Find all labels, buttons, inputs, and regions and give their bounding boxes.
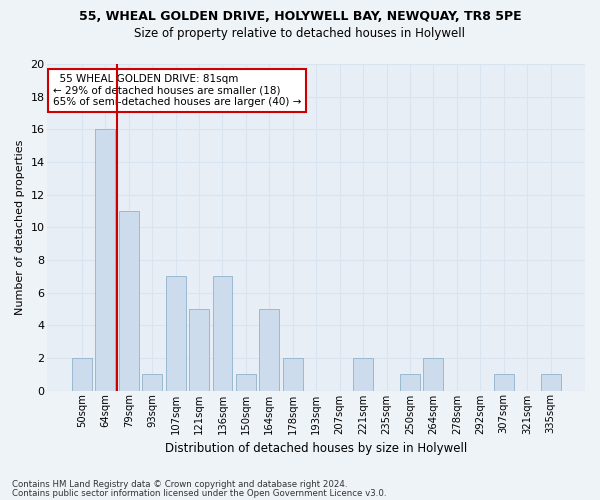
Bar [283,358,303,390]
Bar [353,358,373,390]
Bar [259,309,280,390]
X-axis label: Distribution of detached houses by size in Holywell: Distribution of detached houses by size … [165,442,467,455]
Text: Size of property relative to detached houses in Holywell: Size of property relative to detached ho… [134,28,466,40]
Bar [236,374,256,390]
Bar [424,358,443,390]
Text: Contains HM Land Registry data © Crown copyright and database right 2024.: Contains HM Land Registry data © Crown c… [12,480,347,489]
Bar [95,130,115,390]
Bar [72,358,92,390]
Text: 55, WHEAL GOLDEN DRIVE, HOLYWELL BAY, NEWQUAY, TR8 5PE: 55, WHEAL GOLDEN DRIVE, HOLYWELL BAY, NE… [79,10,521,23]
Bar [400,374,420,390]
Bar [189,309,209,390]
Text: Contains public sector information licensed under the Open Government Licence v3: Contains public sector information licen… [12,488,386,498]
Bar [142,374,162,390]
Bar [494,374,514,390]
Bar [119,211,139,390]
Bar [541,374,560,390]
Y-axis label: Number of detached properties: Number of detached properties [15,140,25,315]
Bar [212,276,232,390]
Text: 55 WHEAL GOLDEN DRIVE: 81sqm  
← 29% of detached houses are smaller (18)
65% of : 55 WHEAL GOLDEN DRIVE: 81sqm ← 29% of de… [53,74,301,107]
Bar [166,276,185,390]
